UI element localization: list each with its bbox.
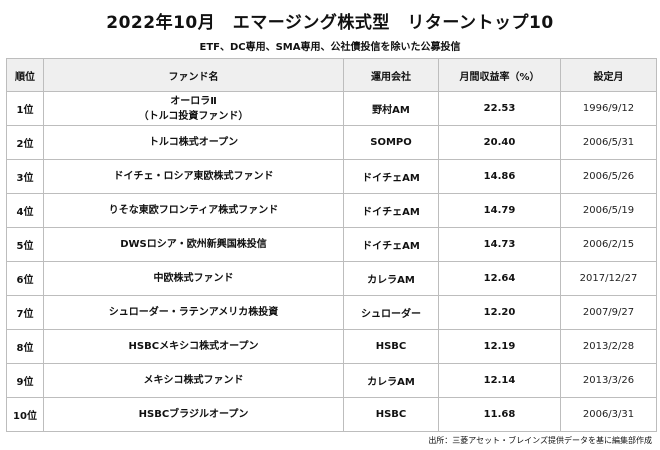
return-cell: 22.53 <box>438 91 561 126</box>
header-fund-name: ファンド名 <box>43 58 344 92</box>
rank-cell: 7位 <box>6 295 44 330</box>
return-cell: 12.64 <box>438 261 561 296</box>
fund-name-cell: オーロラⅡ （トルコ投資ファンド） <box>43 91 344 126</box>
rank-cell: 8位 <box>6 329 44 364</box>
rank-cell: 4位 <box>6 193 44 228</box>
header-monthly-return: 月間収益率（%） <box>438 58 561 92</box>
company-cell: カレラAM <box>343 363 439 398</box>
return-cell: 12.19 <box>438 329 561 364</box>
rank-cell: 5位 <box>6 227 44 262</box>
header-rank: 順位 <box>6 58 44 92</box>
source-note: 出所：三菱アセット・ブレインズ提供データを基に編集部作成 <box>428 436 652 445</box>
table-row: 1位 オーロラⅡ （トルコ投資ファンド） 野村AM 22.53 1996/9/12 <box>6 91 657 126</box>
launch-date-cell: 2006/3/31 <box>560 397 657 432</box>
fund-name-cell: 中欧株式ファンド <box>43 261 344 296</box>
fund-name-cell: HSBCメキシコ株式オープン <box>43 329 344 364</box>
company-cell: HSBC <box>343 329 439 364</box>
company-cell: ドイチェAM <box>343 193 439 228</box>
rank-cell: 10位 <box>6 397 44 432</box>
fund-name-cell: DWSロシア・欧州新興国株投信 <box>43 227 344 262</box>
header-launch-date: 設定月 <box>560 58 657 92</box>
return-cell: 12.20 <box>438 295 561 330</box>
return-cell: 14.79 <box>438 193 561 228</box>
launch-date-cell: 2007/9/27 <box>560 295 657 330</box>
fund-name-line: DWSロシア・欧州新興国株投信 <box>120 239 267 250</box>
company-cell: ドイチェAM <box>343 159 439 194</box>
fund-name-line: HSBCブラジルオープン <box>138 409 249 420</box>
return-cell: 14.73 <box>438 227 561 262</box>
company-cell: HSBC <box>343 397 439 432</box>
fund-name-cell: りそな東欧フロンティア株式ファンド <box>43 193 344 228</box>
company-cell: ドイチェAM <box>343 227 439 262</box>
header-company: 運用会社 <box>343 58 439 92</box>
page-title: 2022年10月 エマージング株式型 リターントップ10 <box>106 13 554 33</box>
table-row: 5位 DWSロシア・欧州新興国株投信 ドイチェAM 14.73 2006/2/15 <box>6 227 657 262</box>
launch-date-cell: 2006/2/15 <box>560 227 657 262</box>
fund-name-line: りそな東欧フロンティア株式ファンド <box>108 205 279 216</box>
page-subtitle: ETF、DC専用、SMA専用、公社債投信を除いた公募投信 <box>199 42 461 53</box>
company-cell: 野村AM <box>343 91 439 126</box>
return-cell: 11.68 <box>438 397 561 432</box>
fund-name-line: HSBCメキシコ株式オープン <box>128 341 259 352</box>
launch-date-cell: 2013/2/28 <box>560 329 657 364</box>
rank-cell: 1位 <box>6 91 44 126</box>
table-row: 10位 HSBCブラジルオープン HSBC 11.68 2006/3/31 <box>6 397 657 432</box>
company-cell: カレラAM <box>343 261 439 296</box>
ranking-table: 順位 ファンド名 運用会社 月間収益率（%） 設定月 1位 オーロラⅡ （トルコ投資… <box>6 58 657 432</box>
table-row: 7位 シュローダー・ラテンアメリカ株投資 シュローダー 12.20 2007/9/27 <box>6 295 657 330</box>
table-row: 2位 トルコ株式オープン SOMPO 20.40 2006/5/31 <box>6 125 657 160</box>
fund-name-line: オーロラⅡ <box>170 95 217 107</box>
fund-name-cell: メキシコ株式ファンド <box>43 363 344 398</box>
fund-name-line: トルコ株式オープン <box>148 137 239 148</box>
rank-cell: 9位 <box>6 363 44 398</box>
fund-name-line: シュローダー・ラテンアメリカ株投資 <box>108 307 279 318</box>
company-cell: シュローダー <box>343 295 439 330</box>
return-cell: 14.86 <box>438 159 561 194</box>
launch-date-cell: 1996/9/12 <box>560 91 657 126</box>
table-row: 8位 HSBCメキシコ株式オープン HSBC 12.19 2013/2/28 <box>6 329 657 364</box>
fund-name-line: 中欧株式ファンド <box>153 273 234 284</box>
table-row: 4位 りそな東欧フロンティア株式ファンド ドイチェAM 14.79 2006/5/19 <box>6 193 657 228</box>
rank-cell: 2位 <box>6 125 44 160</box>
return-cell: 20.40 <box>438 125 561 160</box>
table-body: 1位 オーロラⅡ （トルコ投資ファンド） 野村AM 22.53 1996/9/12 2位 トル… <box>6 91 657 432</box>
fund-name-line: （トルコ投資ファンド） <box>138 110 249 122</box>
table-row: 3位 ドイチェ・ロシア東欧株式ファンド ドイチェAM 14.86 2006/5/26 <box>6 159 657 194</box>
table-row: 9位 メキシコ株式ファンド カレラAM 12.14 2013/3/26 <box>6 363 657 398</box>
fund-name-cell: トルコ株式オープン <box>43 125 344 160</box>
fund-name-cell: HSBCブラジルオープン <box>43 397 344 432</box>
fund-name-cell: シュローダー・ラテンアメリカ株投資 <box>43 295 344 330</box>
rank-cell: 3位 <box>6 159 44 194</box>
launch-date-cell: 2006/5/19 <box>560 193 657 228</box>
fund-name-line: ドイチェ・ロシア東欧株式ファンド <box>113 171 274 182</box>
launch-date-cell: 2013/3/26 <box>560 363 657 398</box>
launch-date-cell: 2017/12/27 <box>560 261 657 296</box>
table-row: 6位 中欧株式ファンド カレラAM 12.64 2017/12/27 <box>6 261 657 296</box>
rank-cell: 6位 <box>6 261 44 296</box>
launch-date-cell: 2006/5/31 <box>560 125 657 160</box>
fund-name-cell: ドイチェ・ロシア東欧株式ファンド <box>43 159 344 194</box>
company-cell: SOMPO <box>343 125 439 160</box>
fund-name-line: メキシコ株式ファンド <box>143 375 244 386</box>
launch-date-cell: 2006/5/26 <box>560 159 657 194</box>
return-cell: 12.14 <box>438 363 561 398</box>
table-header-row: 順位 ファンド名 運用会社 月間収益率（%） 設定月 <box>6 58 657 92</box>
